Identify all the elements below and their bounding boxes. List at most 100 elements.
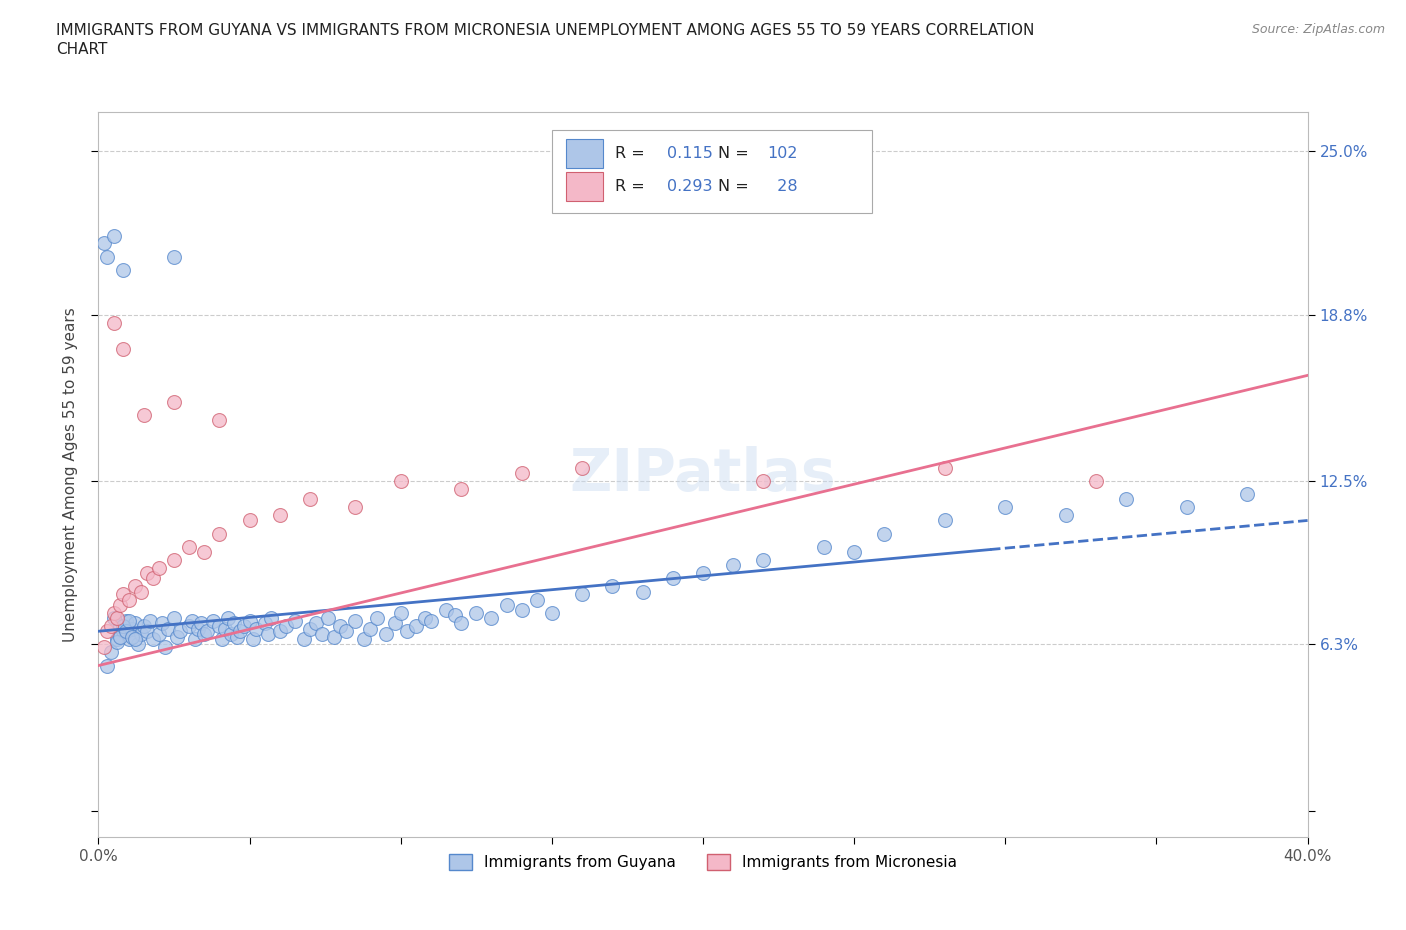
FancyBboxPatch shape xyxy=(567,140,603,168)
Point xyxy=(934,460,956,475)
Point xyxy=(631,584,654,599)
Point xyxy=(256,627,278,642)
Point xyxy=(242,631,264,646)
Point xyxy=(1175,499,1198,514)
Point xyxy=(118,613,141,628)
Point xyxy=(103,611,125,626)
Point xyxy=(187,621,209,636)
Point xyxy=(395,624,418,639)
Point xyxy=(752,552,775,567)
Point xyxy=(111,587,134,602)
Text: IMMIGRANTS FROM GUYANA VS IMMIGRANTS FROM MICRONESIA UNEMPLOYMENT AMONG AGES 55 : IMMIGRANTS FROM GUYANA VS IMMIGRANTS FRO… xyxy=(56,23,1035,38)
Point xyxy=(366,611,388,626)
Text: R =: R = xyxy=(614,146,650,161)
Point xyxy=(111,262,134,277)
Point xyxy=(316,611,339,626)
Point xyxy=(96,624,118,639)
Point xyxy=(1236,486,1258,501)
Point xyxy=(111,624,134,639)
Point xyxy=(450,616,472,631)
Point xyxy=(127,637,149,652)
Point xyxy=(214,621,236,636)
Point xyxy=(353,631,375,646)
Point xyxy=(208,526,231,541)
Legend: Immigrants from Guyana, Immigrants from Micronesia: Immigrants from Guyana, Immigrants from … xyxy=(443,848,963,876)
Point xyxy=(420,613,443,628)
Point xyxy=(118,631,141,646)
Point xyxy=(142,571,165,586)
Point xyxy=(100,618,122,633)
Point xyxy=(114,624,136,639)
Text: N =: N = xyxy=(717,146,754,161)
Point xyxy=(1085,473,1108,488)
Point xyxy=(299,492,322,507)
Point xyxy=(481,611,503,626)
Point xyxy=(135,624,157,639)
Point xyxy=(163,394,186,409)
Point xyxy=(195,624,218,639)
FancyBboxPatch shape xyxy=(551,130,872,213)
Text: N =: N = xyxy=(717,179,754,193)
Point xyxy=(229,624,252,639)
Point xyxy=(335,624,357,639)
Point xyxy=(208,618,231,633)
Point xyxy=(179,618,201,633)
Point xyxy=(156,621,179,636)
Y-axis label: Unemployment Among Ages 55 to 59 years: Unemployment Among Ages 55 to 59 years xyxy=(63,307,77,642)
Point xyxy=(232,618,254,633)
Point xyxy=(105,611,128,626)
Point xyxy=(434,603,457,618)
Point xyxy=(374,627,396,642)
Point xyxy=(150,616,173,631)
Point xyxy=(124,616,146,631)
Point xyxy=(184,631,207,646)
Point xyxy=(344,613,367,628)
Point xyxy=(135,565,157,580)
Point xyxy=(384,616,406,631)
Point xyxy=(305,616,328,631)
Point xyxy=(994,499,1017,514)
Point xyxy=(163,249,186,264)
Point xyxy=(121,621,143,636)
Point xyxy=(169,624,191,639)
Text: Source: ZipAtlas.com: Source: ZipAtlas.com xyxy=(1251,23,1385,36)
Text: CHART: CHART xyxy=(56,42,108,57)
Point xyxy=(124,579,146,594)
Point xyxy=(329,618,352,633)
Point xyxy=(193,627,215,642)
Point xyxy=(96,249,118,264)
Point xyxy=(360,621,382,636)
Point xyxy=(239,513,262,528)
Point xyxy=(100,644,122,659)
Point xyxy=(108,597,131,612)
Point xyxy=(245,621,267,636)
Point xyxy=(510,603,533,618)
Point xyxy=(181,613,204,628)
Text: 28: 28 xyxy=(768,179,797,193)
Text: ZIPatlas: ZIPatlas xyxy=(569,445,837,503)
Point xyxy=(132,618,155,633)
Point xyxy=(444,608,467,623)
Point xyxy=(224,616,246,631)
Point xyxy=(96,658,118,673)
Point xyxy=(323,629,346,644)
Point xyxy=(111,618,134,633)
Point xyxy=(723,558,745,573)
Point xyxy=(93,640,115,655)
Point xyxy=(139,613,162,628)
Point xyxy=(813,539,835,554)
Point xyxy=(873,526,896,541)
Point xyxy=(226,629,249,644)
Point xyxy=(239,613,262,628)
Point xyxy=(190,616,212,631)
Point xyxy=(405,618,427,633)
Point xyxy=(105,631,128,646)
Point xyxy=(103,315,125,330)
Text: R =: R = xyxy=(614,179,650,193)
Point xyxy=(163,552,186,567)
Point xyxy=(602,579,624,594)
Text: 0.293: 0.293 xyxy=(666,179,713,193)
Point xyxy=(193,545,215,560)
Point xyxy=(217,611,239,626)
Point xyxy=(103,605,125,620)
